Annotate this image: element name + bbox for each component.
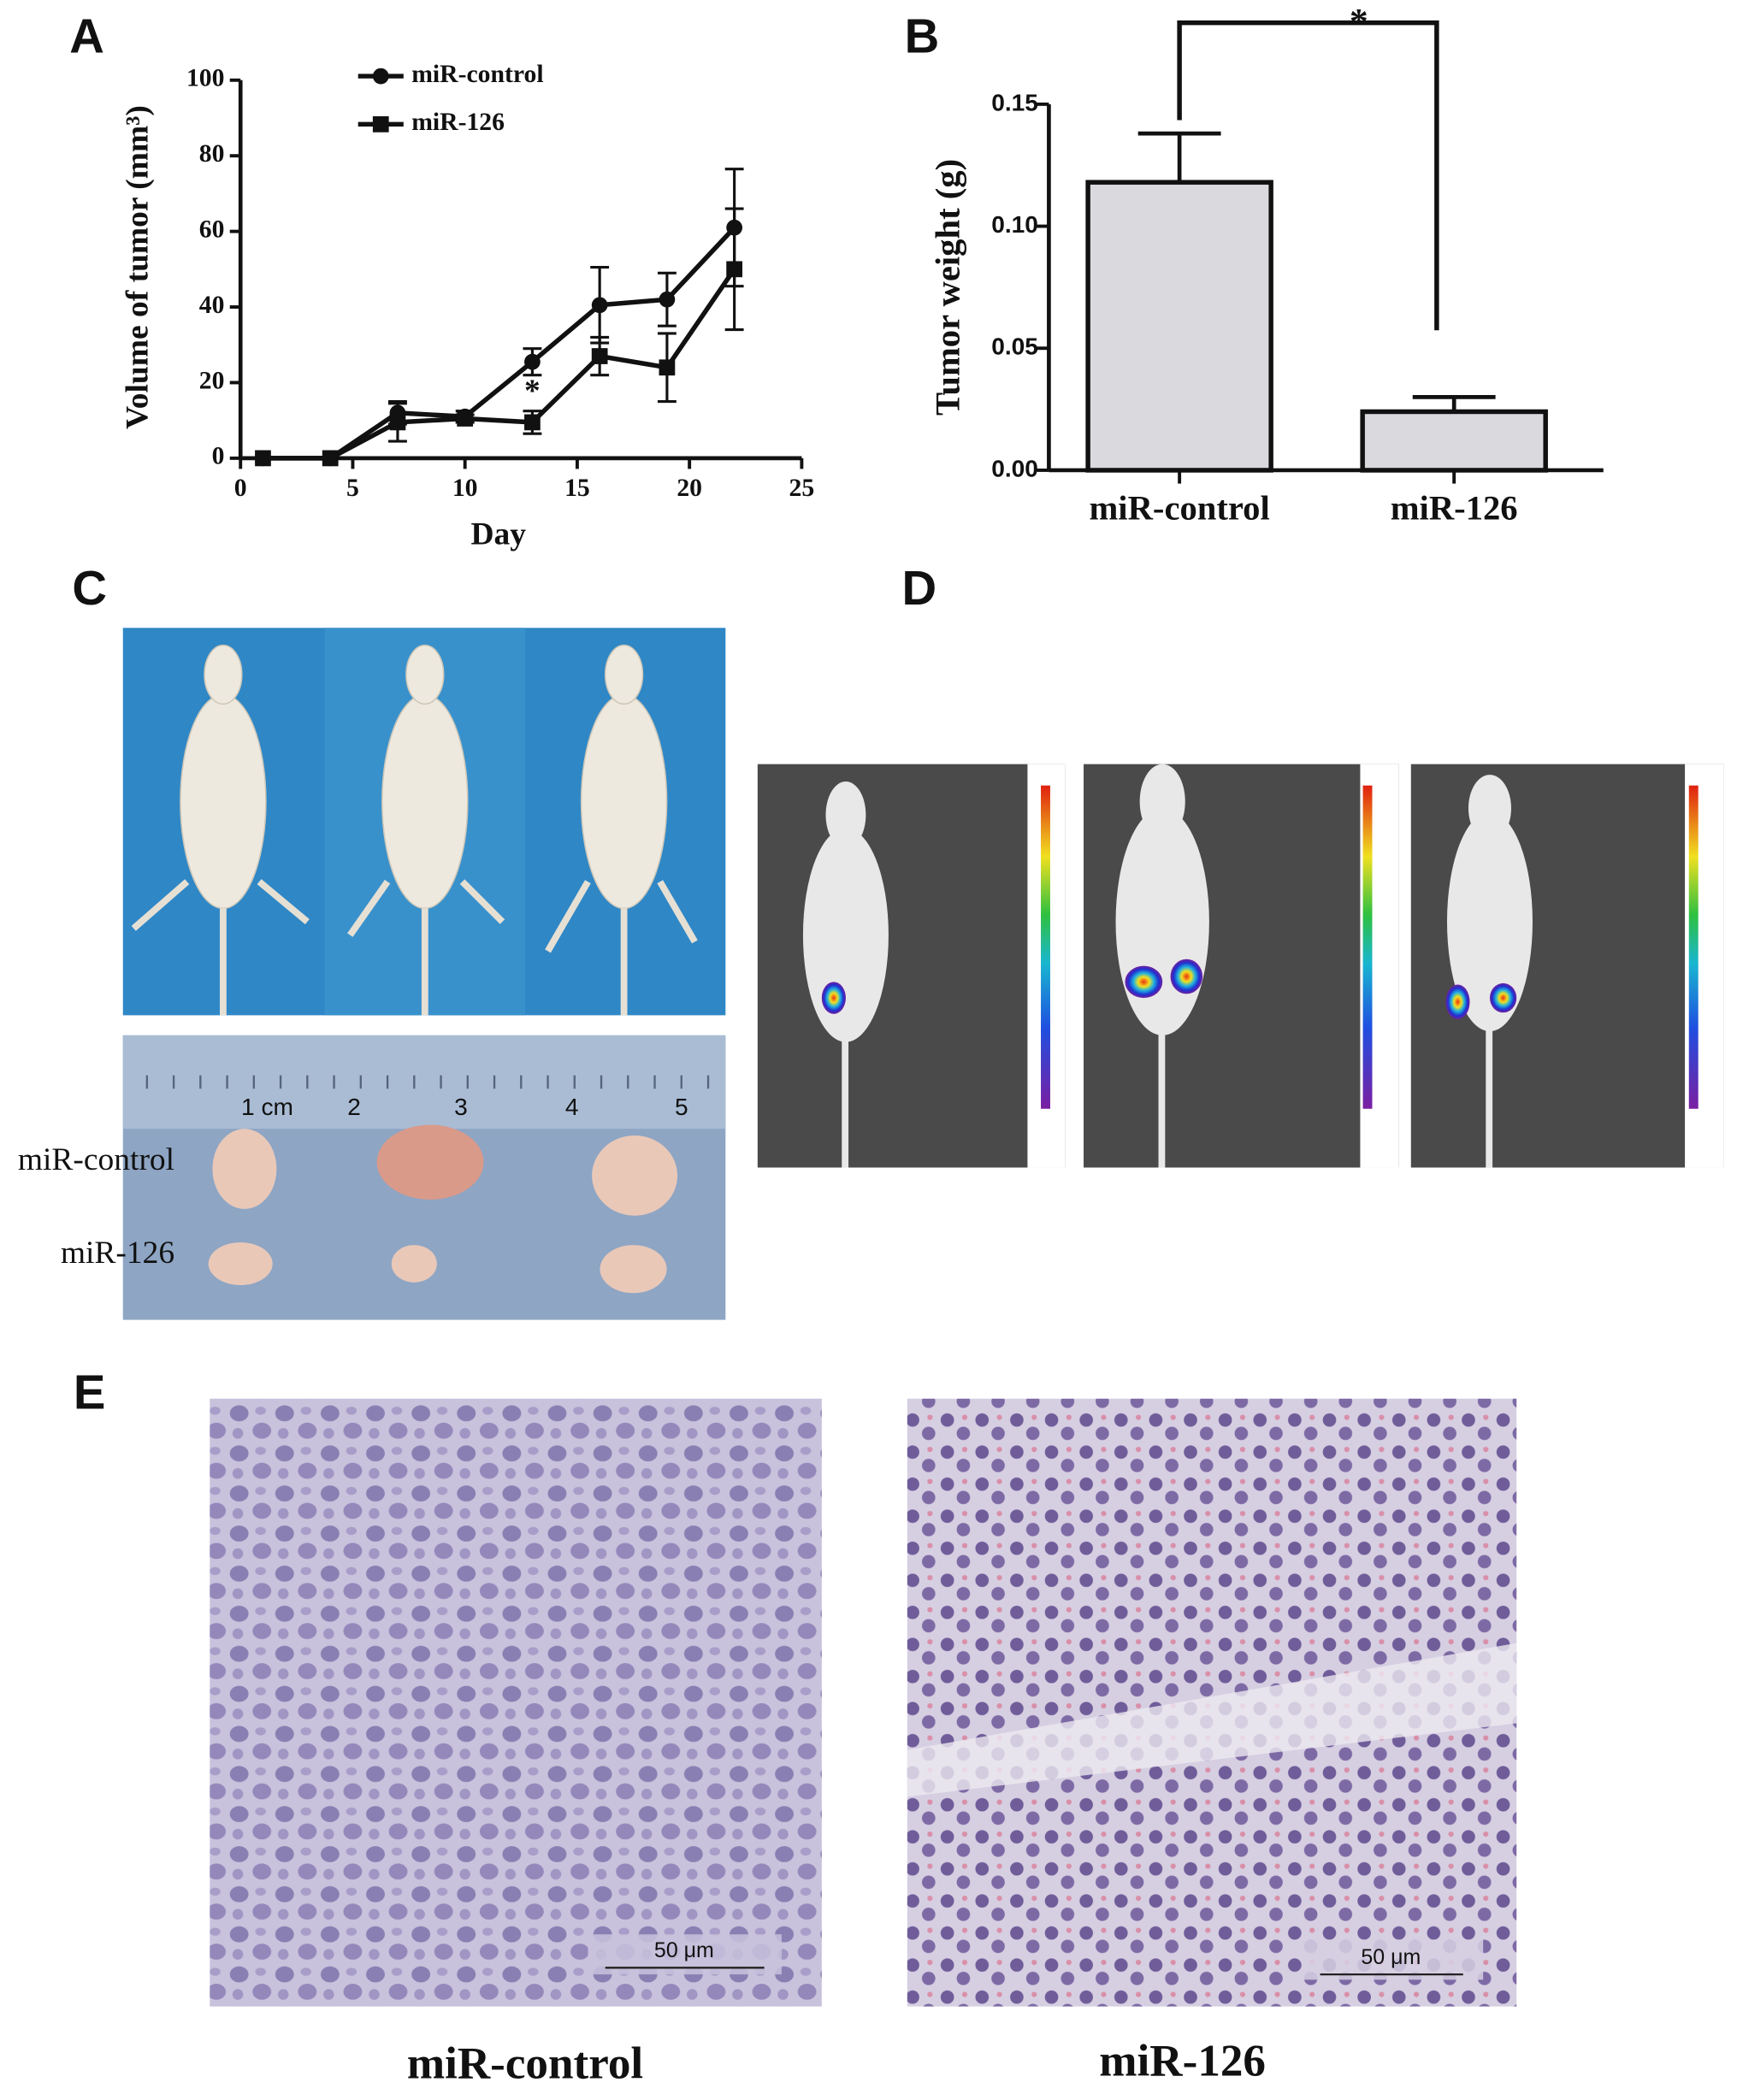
error-bar [1137,131,1221,183]
y-axis-label: Tumor weight (g) [929,159,967,416]
legend-label: miR-126 [411,109,505,136]
x-tick-label: 25 [789,475,815,502]
significance-label: * [1350,2,1368,43]
mouse-photo [122,628,726,1016]
x-tick-label: 10 [452,475,478,502]
x-axis-label: Day [470,517,526,552]
y-tick-label: 0 [212,443,225,470]
ruler-label: 2 [347,1094,361,1120]
scale-bar-label: 50 μm [654,1938,714,1962]
legend-marker [372,115,389,133]
caption: miR-126 [1099,2037,1266,2086]
marker [255,450,271,467]
x-tick-label: miR-control [1089,489,1269,528]
panel-label: C [72,561,107,615]
panel-label: E [74,1365,106,1419]
panel-label: D [902,561,937,615]
y-tick-label: 0.00 [991,455,1038,481]
error-bar [1412,395,1496,412]
ruler-label: 3 [454,1094,468,1120]
panel-label: B [905,9,940,63]
significance-bracket [1177,20,1439,331]
series-line [263,268,736,461]
marker [322,450,339,467]
y-tick-label: 40 [199,292,225,319]
x-tick-label: 15 [564,475,590,502]
legend-label: miR-control [411,61,543,88]
line-chart: 0 20 40 60 80 100 0 5 10 15 20 25 Day Volume of tumor… [121,61,815,552]
x-tick-label: 5 [346,475,359,502]
y-tick-label: 0.10 [991,211,1038,238]
row-label: miR-126 [61,1236,174,1271]
ruler-label: 5 [675,1094,688,1120]
y-tick-label: 20 [199,367,225,394]
marker [659,359,676,376]
marker [524,414,541,431]
ruler-labels: 1 cm 2 3 4 5 [241,1094,688,1120]
marker [524,353,541,370]
series-line [263,226,736,461]
bar [1360,409,1548,473]
scale-bar-label: 50 μm [1361,1945,1421,1969]
bar [1085,180,1273,473]
imaging-photo [757,764,1724,1168]
panel-label: A [69,9,104,63]
x-tick-label: miR-126 [1391,489,1518,528]
tumor-photo [122,1035,726,1320]
y-tick-label: 100 [186,65,225,92]
x-tick-label: 0 [234,475,247,502]
histology-photo [210,1398,1517,2007]
marker [457,410,474,427]
bar-chart: 0.00 0.05 0.10 0.15 Tumor weight (g) miR-cont… [929,2,1604,528]
annotation: * [524,374,541,409]
y-tick-label: 0.05 [991,333,1038,360]
row-label: miR-control [18,1142,174,1177]
y-axis-label: Volume of tumor (mm³) [121,105,156,429]
y-tick-label: 80 [199,140,225,168]
legend-marker [372,68,389,85]
marker [389,414,406,431]
caption: miR-control [407,2039,643,2089]
ruler-label: 1 cm [241,1094,293,1120]
marker [591,297,608,314]
ruler-label: 4 [565,1094,579,1120]
y-tick-label: 60 [199,215,225,243]
marker [591,348,608,364]
marker [726,261,743,278]
marker [659,291,676,308]
y-tick-label: 0.15 [991,89,1038,115]
x-tick-label: 20 [676,475,702,502]
